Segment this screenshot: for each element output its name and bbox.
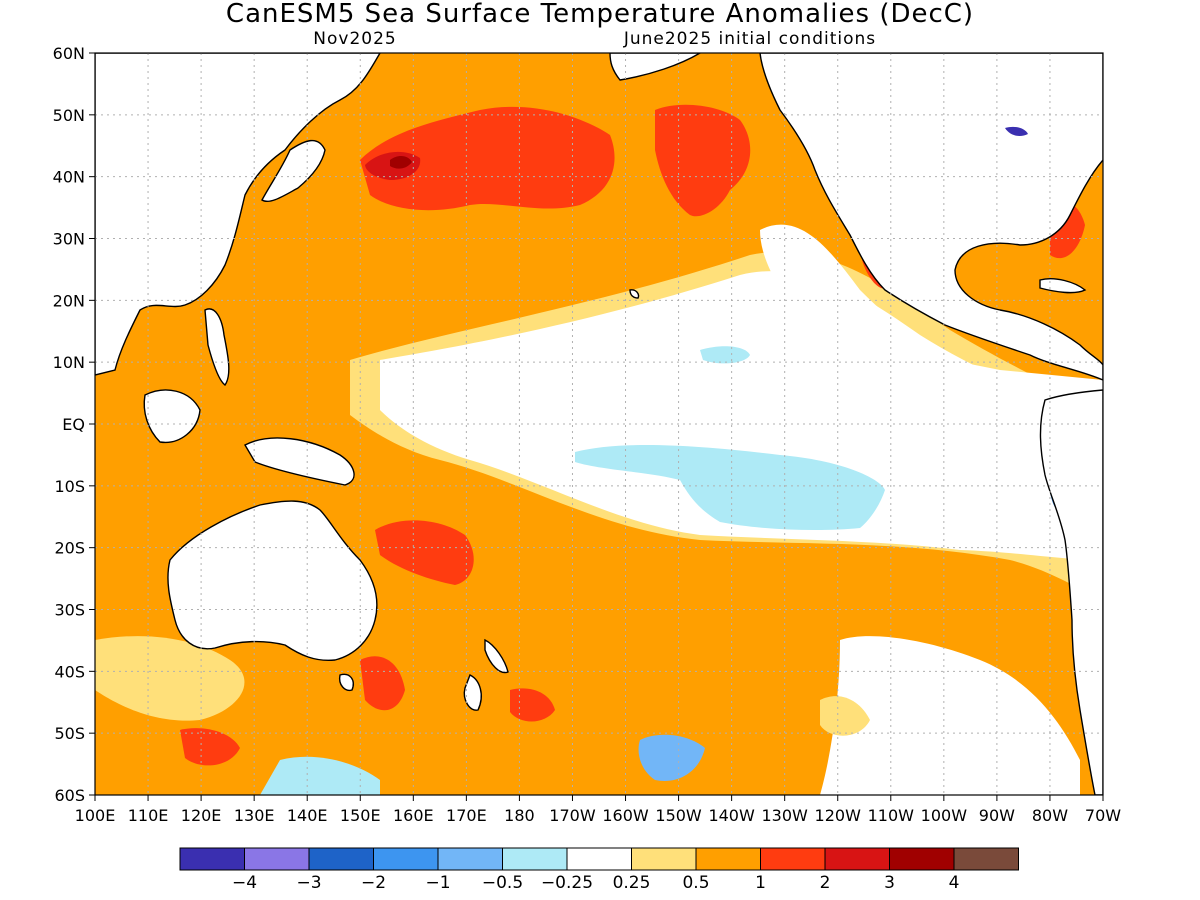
lon-tick-label: 120E: [181, 806, 222, 825]
land-new-zealand-north: [484, 638, 509, 674]
colorbar-label: 1: [755, 873, 766, 893]
land-tasmania: [338, 673, 354, 692]
lon-tick-label: 100E: [75, 806, 116, 825]
lon-tick-label: 70W: [1085, 806, 1121, 825]
colorbar-label: 4: [949, 873, 960, 893]
lat-tick-label: 10S: [54, 477, 85, 496]
warm-anomaly-tasman: [360, 656, 405, 711]
colorbar-swatch: [695, 847, 761, 871]
colorbar-swatch: [760, 847, 826, 871]
map-plot-area: [95, 53, 1103, 795]
warm-anomaly-north-pacific: [360, 106, 615, 211]
land-borneo: [143, 389, 201, 444]
colorbar-label: −0.5: [482, 873, 523, 893]
neutral-southern-ocean: [95, 636, 245, 721]
cool-anomaly-10n: [700, 346, 750, 364]
colorbar-swatch: [437, 847, 503, 871]
colorbar-swatch: [566, 847, 632, 871]
lat-tick-label: 40S: [54, 662, 85, 681]
colorbar-label: −2: [361, 873, 386, 893]
cool-anomaly-equatorial: [575, 444, 885, 530]
colorbar: −4 −3 −2 −1 −0.5 −0.25 0.25 0.5 1 2 3 4: [179, 847, 1019, 893]
warm-anomaly-se-indian: [180, 728, 240, 766]
land-japan: [261, 139, 326, 202]
forecast-month-label: Nov2025: [313, 29, 396, 49]
lat-tick-label: EQ: [62, 415, 85, 434]
lon-tick-label: 110W: [868, 806, 915, 825]
warm-anomaly-north-pacific-max: [390, 156, 412, 169]
land-australia: [167, 500, 378, 662]
lat-tick-label: 20N: [53, 291, 85, 310]
map-title: CanESM5 Sea Surface Temperature Anomalie…: [226, 0, 974, 29]
neutral-southeast-pacific-edge: [820, 696, 870, 736]
lon-tick-label: 160W: [602, 806, 649, 825]
lon-tick-label: 120W: [815, 806, 862, 825]
colorbar-swatch: [373, 847, 439, 871]
lon-tick-label: 180: [504, 806, 535, 825]
colorbar-label: −1: [425, 873, 450, 893]
colorbar-label: 0.25: [613, 873, 651, 893]
lon-tick-label: 130W: [762, 806, 809, 825]
colorbar-swatch: [308, 847, 374, 871]
neutral-southeast-pacific: [820, 636, 1080, 795]
lon-tick-label: 100W: [921, 806, 968, 825]
lat-tick-label: 60N: [53, 44, 85, 63]
lat-tick-label: 50S: [54, 724, 85, 743]
cool-anomaly-southern: [638, 734, 705, 781]
colorbar-label: −0.25: [541, 873, 593, 893]
great-lakes-anomaly: [1005, 126, 1028, 136]
colorbar-swatch: [824, 847, 890, 871]
colorbar-swatch: [244, 847, 310, 871]
land-new-guinea: [244, 437, 355, 486]
warm-anomaly-s-pacific-50s: [510, 688, 555, 722]
lon-tick-label: 170E: [446, 806, 487, 825]
lat-tick-label: 60S: [54, 786, 85, 805]
colorbar-label: 0.5: [682, 873, 709, 893]
initial-conditions-label: June2025 initial conditions: [623, 29, 876, 49]
land-alaska-peninsula: [609, 53, 702, 81]
lat-lon-gridlines: [95, 53, 1103, 795]
lat-tick-label: 10N: [53, 353, 85, 372]
colorbar-swatch: [889, 847, 955, 871]
colorbar-swatch: [179, 847, 245, 871]
colorbar-label: −3: [296, 873, 321, 893]
lat-tick-label: 30N: [53, 230, 85, 249]
lon-tick-label: 80W: [1032, 806, 1068, 825]
lon-tick-label: 90W: [979, 806, 1015, 825]
lon-tick-label: 170W: [549, 806, 596, 825]
neutral-white-band: [380, 271, 1103, 560]
lon-tick-label: 130E: [234, 806, 275, 825]
lon-tick-label: 140E: [287, 806, 328, 825]
land-asia: [95, 53, 381, 376]
lon-tick-label: 140W: [708, 806, 755, 825]
lat-tick-label: 50N: [53, 106, 85, 125]
colorbar-label: 3: [884, 873, 895, 893]
land-cuba: [1039, 278, 1087, 294]
colorbar-label: 2: [820, 873, 831, 893]
lon-tick-label: 150W: [655, 806, 702, 825]
lat-tick-label: 40N: [53, 168, 85, 187]
colorbar-label: −4: [232, 873, 257, 893]
cool-anomaly-southern-light: [260, 756, 380, 795]
lon-tick-label: 160E: [393, 806, 434, 825]
warm-anomaly-south-pacific: [375, 520, 474, 585]
colorbar-swatch: [502, 847, 568, 871]
longitude-axis: 100E 110E 120E 130E 140E 150E 160E 170E 180 170W 1…: [75, 795, 1121, 825]
latitude-axis: 60N 50N 40N 30N 20N 10N EQ 10S 20S 30S 40S 50S 60S: [53, 44, 95, 805]
land-new-zealand-south: [463, 674, 482, 711]
land-south-america: [1039, 389, 1103, 795]
lat-tick-label: 20S: [54, 539, 85, 558]
neutral-east-pacific: [760, 224, 1103, 430]
colorbar-swatch: [953, 847, 1019, 871]
lon-tick-label: 110E: [128, 806, 169, 825]
lon-tick-label: 150E: [340, 806, 381, 825]
land-hawaii: [629, 289, 640, 299]
lat-tick-label: 30S: [54, 601, 85, 620]
land-philippines: [204, 308, 230, 386]
colorbar-swatch: [631, 847, 697, 871]
